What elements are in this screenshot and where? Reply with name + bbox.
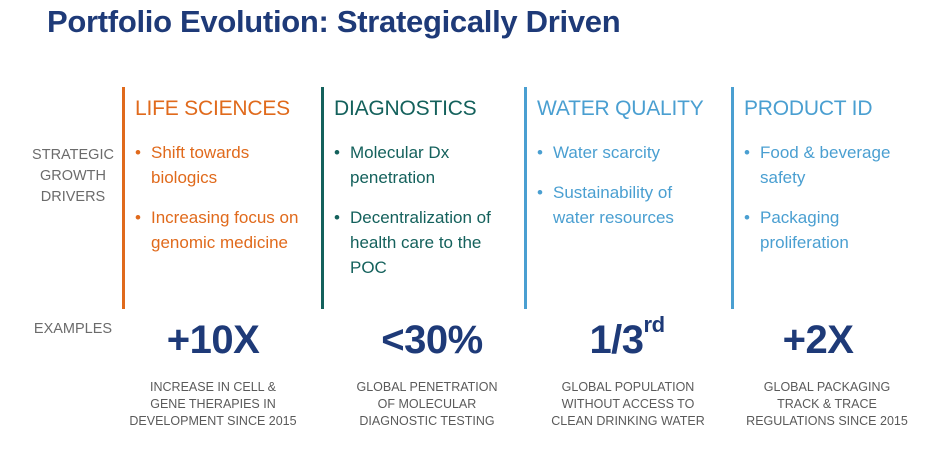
- column-heading: PRODUCT ID: [744, 97, 873, 120]
- stat-value-product-id: +2X: [782, 318, 854, 362]
- bullet-text: Sustainability of water resources: [553, 183, 674, 227]
- bullet-icon: •: [334, 143, 340, 162]
- caption-line: REGULATIONS SINCE 2015: [746, 414, 908, 428]
- list-item: • Molecular Dx penetration: [334, 140, 514, 190]
- bullet-text: Decentralization of health care to the P…: [350, 208, 491, 277]
- column-divider-bar: [524, 87, 527, 309]
- column-divider-bar: [321, 87, 324, 309]
- stat-caption-life-sciences: INCREASE IN CELL & GENE THERAPIES IN DEV…: [103, 379, 323, 430]
- page-title: Portfolio Evolution: Strategically Drive…: [47, 4, 621, 39]
- bullet-icon: •: [334, 208, 340, 227]
- bullet-icon: •: [744, 208, 750, 227]
- stat-caption-water-quality: GLOBAL POPULATION WITHOUT ACCESS TO CLEA…: [518, 379, 738, 430]
- caption-line: GLOBAL PENETRATION: [356, 380, 498, 394]
- caption-line: INCREASE IN CELL &: [150, 380, 276, 394]
- caption-line: GENE THERAPIES IN: [150, 397, 276, 411]
- caption-line: CLEAN DRINKING WATER: [551, 414, 705, 428]
- stat-main: 1/3: [589, 318, 644, 362]
- bullet-text: Packaging proliferation: [760, 208, 849, 252]
- bullet-text: Increasing focus on genomic medicine: [151, 208, 299, 252]
- caption-line: TRACK & TRACE: [777, 397, 877, 411]
- caption-line: DIAGNOSTIC TESTING: [359, 414, 495, 428]
- bullet-icon: •: [135, 208, 141, 227]
- bullet-icon: •: [744, 143, 750, 162]
- bullet-list: • Water scarcity • Sustainability of water…: [537, 140, 717, 245]
- bullet-list: • Food & beverage safety • Packaging proli…: [744, 140, 924, 270]
- row-label-line: STRATEGIC: [32, 147, 114, 163]
- list-item: • Water scarcity: [537, 140, 717, 165]
- row-label-line: GROWTH: [39, 168, 107, 184]
- bullet-text: Shift towards biologics: [151, 143, 250, 187]
- list-item: • Decentralization of health care to the …: [334, 205, 514, 280]
- list-item: • Packaging proliferation: [744, 205, 924, 255]
- column-heading: WATER QUALITY: [537, 97, 704, 120]
- column-divider-bar: [122, 87, 125, 309]
- row-label-line: DRIVERS: [40, 189, 106, 205]
- list-item: • Sustainability of water resources: [537, 180, 717, 230]
- stat-superscript: rd: [643, 312, 666, 337]
- column-divider-bar: [731, 87, 734, 309]
- stat-value-water-quality: 1/3rd: [517, 314, 737, 363]
- bullet-list: • Shift towards biologics • Increasing foc…: [135, 140, 315, 270]
- caption-line: OF MOLECULAR: [377, 397, 477, 411]
- caption-line: GLOBAL POPULATION: [561, 380, 695, 394]
- bullet-icon: •: [537, 183, 543, 202]
- stat-caption-product-id: GLOBAL PACKAGING TRACK & TRACE REGULATIO…: [717, 379, 936, 430]
- bullet-list: • Molecular Dx penetration • Decentralizat…: [334, 140, 514, 295]
- list-item: • Increasing focus on genomic medicine: [135, 205, 315, 255]
- bullet-icon: •: [537, 143, 543, 162]
- stat-caption-diagnostics: GLOBAL PENETRATION OF MOLECULAR DIAGNOST…: [317, 379, 537, 430]
- bullet-icon: •: [135, 143, 141, 162]
- stat-value-diagnostics: <30%: [381, 318, 483, 362]
- bullet-text: Food & beverage safety: [760, 143, 891, 187]
- bullet-text: Molecular Dx penetration: [350, 143, 450, 187]
- caption-line: GLOBAL PACKAGING: [763, 380, 891, 394]
- list-item: • Food & beverage safety: [744, 140, 924, 190]
- strategic-growth-drivers-label: STRATEGIC GROWTH DRIVERS: [18, 145, 128, 208]
- column-heading: LIFE SCIENCES: [135, 97, 290, 120]
- caption-line: WITHOUT ACCESS TO: [561, 397, 695, 411]
- caption-line: DEVELOPMENT SINCE 2015: [129, 414, 297, 428]
- stat-value-life-sciences: +10X: [166, 318, 260, 362]
- bullet-text: Water scarcity: [553, 143, 661, 162]
- examples-label: EXAMPLES: [33, 321, 113, 337]
- list-item: • Shift towards biologics: [135, 140, 315, 190]
- column-heading: DIAGNOSTICS: [334, 97, 477, 120]
